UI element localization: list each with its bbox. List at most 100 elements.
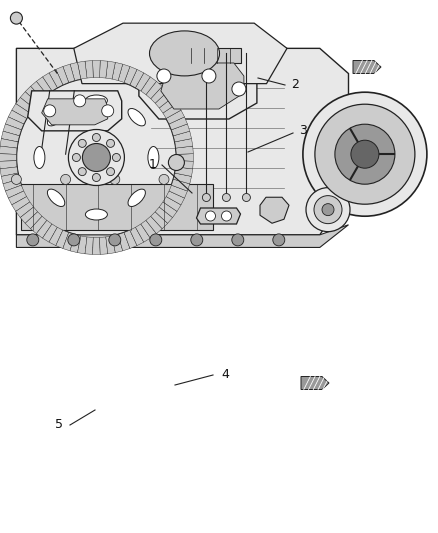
Circle shape <box>110 174 120 184</box>
Polygon shape <box>99 237 108 254</box>
Polygon shape <box>112 235 123 253</box>
Polygon shape <box>0 167 18 176</box>
Polygon shape <box>85 61 93 78</box>
Circle shape <box>205 211 215 221</box>
Circle shape <box>232 82 246 96</box>
Ellipse shape <box>47 189 65 206</box>
Circle shape <box>68 130 124 185</box>
Polygon shape <box>16 202 34 217</box>
Polygon shape <box>163 197 181 212</box>
Polygon shape <box>171 124 190 136</box>
Polygon shape <box>161 63 244 109</box>
Polygon shape <box>124 67 137 85</box>
Polygon shape <box>20 92 38 108</box>
Ellipse shape <box>128 109 145 126</box>
Circle shape <box>68 234 80 246</box>
Polygon shape <box>301 376 329 390</box>
Polygon shape <box>85 237 93 254</box>
Polygon shape <box>25 212 42 229</box>
Polygon shape <box>130 227 144 246</box>
Circle shape <box>168 155 184 171</box>
Circle shape <box>27 234 39 246</box>
Circle shape <box>78 168 86 176</box>
Polygon shape <box>135 224 150 242</box>
Polygon shape <box>146 62 291 198</box>
Polygon shape <box>0 146 17 155</box>
Polygon shape <box>155 92 173 108</box>
Polygon shape <box>49 69 63 88</box>
Polygon shape <box>176 160 193 169</box>
Polygon shape <box>49 227 63 246</box>
Polygon shape <box>353 61 381 74</box>
Polygon shape <box>12 197 30 212</box>
Text: 5: 5 <box>55 418 63 432</box>
Polygon shape <box>260 197 289 223</box>
Polygon shape <box>25 86 42 103</box>
Polygon shape <box>31 216 47 233</box>
Circle shape <box>82 143 110 172</box>
Polygon shape <box>63 64 75 83</box>
Polygon shape <box>16 98 34 113</box>
Polygon shape <box>16 225 349 247</box>
Polygon shape <box>21 184 213 230</box>
Polygon shape <box>135 73 150 91</box>
Polygon shape <box>8 191 27 205</box>
Polygon shape <box>146 82 162 99</box>
Circle shape <box>273 234 285 246</box>
Polygon shape <box>28 91 122 131</box>
Circle shape <box>315 104 415 204</box>
Polygon shape <box>106 236 115 254</box>
Circle shape <box>44 105 56 117</box>
Circle shape <box>157 69 171 83</box>
Polygon shape <box>176 146 193 155</box>
Circle shape <box>306 188 350 232</box>
Circle shape <box>11 12 22 24</box>
Polygon shape <box>31 82 47 99</box>
Polygon shape <box>197 208 240 224</box>
Ellipse shape <box>128 189 145 206</box>
Polygon shape <box>92 237 100 254</box>
Circle shape <box>242 193 251 201</box>
Text: 2: 2 <box>291 78 299 92</box>
Circle shape <box>106 139 115 147</box>
Circle shape <box>191 234 203 246</box>
Polygon shape <box>175 139 193 148</box>
Polygon shape <box>173 131 191 142</box>
Polygon shape <box>130 69 144 88</box>
Polygon shape <box>1 173 19 184</box>
Ellipse shape <box>34 147 45 168</box>
Text: 1: 1 <box>149 158 157 172</box>
Circle shape <box>335 124 395 184</box>
Circle shape <box>102 105 114 117</box>
Polygon shape <box>78 236 87 254</box>
Ellipse shape <box>148 147 159 168</box>
Circle shape <box>60 174 71 184</box>
Ellipse shape <box>85 209 107 220</box>
Polygon shape <box>151 86 168 103</box>
Polygon shape <box>99 61 108 78</box>
Polygon shape <box>166 110 184 124</box>
Polygon shape <box>92 61 100 78</box>
Polygon shape <box>151 212 168 229</box>
Polygon shape <box>36 77 52 95</box>
Polygon shape <box>118 232 130 251</box>
Polygon shape <box>70 62 81 80</box>
Polygon shape <box>177 154 193 161</box>
Polygon shape <box>42 224 57 242</box>
Polygon shape <box>141 220 156 238</box>
Ellipse shape <box>85 95 107 106</box>
Polygon shape <box>106 61 115 79</box>
Polygon shape <box>1 131 19 142</box>
Polygon shape <box>173 173 191 184</box>
Circle shape <box>72 154 81 161</box>
Polygon shape <box>70 235 81 253</box>
Polygon shape <box>166 191 184 205</box>
Circle shape <box>322 204 334 216</box>
Circle shape <box>78 139 86 147</box>
Polygon shape <box>12 103 30 118</box>
Polygon shape <box>20 207 38 223</box>
Polygon shape <box>42 73 57 91</box>
Polygon shape <box>5 117 24 130</box>
Polygon shape <box>56 67 69 85</box>
Polygon shape <box>163 103 181 118</box>
